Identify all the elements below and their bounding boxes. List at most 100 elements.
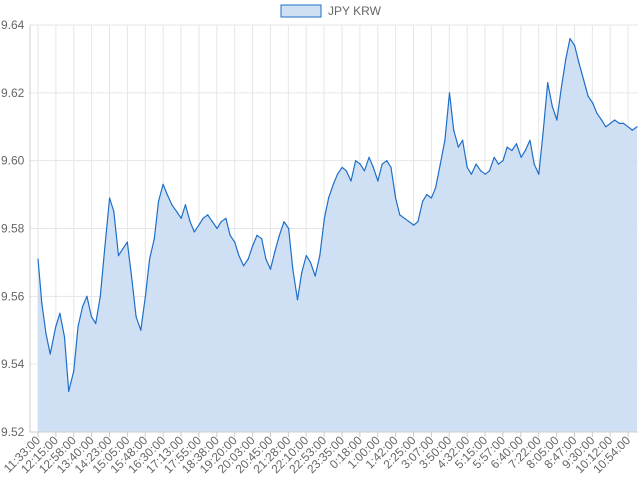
legend-label[interactable]: JPY KRW	[328, 4, 382, 18]
data-point[interactable]	[386, 160, 388, 162]
data-point[interactable]	[497, 163, 499, 165]
data-point[interactable]	[475, 163, 477, 165]
data-point[interactable]	[422, 200, 424, 202]
data-point[interactable]	[157, 200, 160, 202]
data-point[interactable]	[533, 163, 535, 165]
data-point[interactable]	[587, 95, 589, 97]
data-point[interactable]	[202, 217, 204, 219]
data-point[interactable]	[247, 258, 249, 260]
data-point[interactable]	[238, 255, 240, 257]
data-point[interactable]	[565, 58, 567, 60]
data-point[interactable]	[390, 166, 392, 168]
data-point[interactable]	[274, 251, 276, 253]
data-point[interactable]	[529, 139, 531, 141]
data-point[interactable]	[556, 119, 558, 121]
data-point[interactable]	[439, 163, 441, 165]
data-point[interactable]	[122, 248, 124, 250]
data-point[interactable]	[37, 258, 39, 260]
data-point[interactable]	[265, 258, 267, 260]
data-point[interactable]	[59, 312, 61, 314]
data-point[interactable]	[524, 149, 526, 152]
data-point[interactable]	[462, 139, 464, 141]
data-point[interactable]	[135, 316, 137, 318]
data-point[interactable]	[359, 163, 361, 165]
data-point[interactable]	[399, 214, 401, 216]
data-point[interactable]	[341, 166, 343, 168]
data-point[interactable]	[55, 326, 57, 328]
data-point[interactable]	[403, 217, 406, 219]
data-point[interactable]	[542, 132, 544, 135]
data-point[interactable]	[220, 221, 222, 223]
data-point[interactable]	[229, 234, 231, 236]
data-point[interactable]	[520, 156, 522, 158]
data-point[interactable]	[631, 129, 633, 131]
data-point[interactable]	[506, 146, 508, 148]
data-point[interactable]	[435, 187, 437, 189]
data-point[interactable]	[417, 221, 419, 223]
data-point[interactable]	[618, 122, 620, 124]
data-point[interactable]	[113, 210, 115, 213]
data-point[interactable]	[444, 139, 446, 141]
data-point[interactable]	[493, 156, 495, 158]
data-point[interactable]	[453, 129, 455, 131]
data-point[interactable]	[470, 173, 472, 175]
data-point[interactable]	[176, 210, 178, 213]
data-point[interactable]	[305, 255, 307, 257]
data-point[interactable]	[117, 255, 120, 257]
data-point[interactable]	[377, 180, 379, 182]
data-point[interactable]	[278, 234, 280, 236]
data-point[interactable]	[578, 61, 580, 63]
data-point[interactable]	[538, 173, 540, 175]
data-point[interactable]	[73, 370, 75, 372]
data-point[interactable]	[189, 221, 191, 223]
data-point[interactable]	[614, 119, 616, 121]
data-point[interactable]	[314, 275, 316, 277]
data-point[interactable]	[95, 322, 97, 325]
data-point[interactable]	[309, 261, 312, 263]
data-point[interactable]	[126, 241, 128, 243]
data-point[interactable]	[592, 102, 594, 104]
data-point[interactable]	[301, 272, 303, 274]
data-point[interactable]	[296, 299, 299, 301]
data-point[interactable]	[243, 265, 245, 267]
data-point[interactable]	[109, 197, 111, 199]
data-point[interactable]	[551, 105, 553, 107]
data-point[interactable]	[605, 126, 607, 128]
data-point[interactable]	[413, 224, 415, 226]
data-point[interactable]	[328, 197, 330, 199]
data-point[interactable]	[345, 170, 347, 172]
data-point[interactable]	[149, 258, 151, 260]
data-point[interactable]	[395, 197, 397, 199]
data-point[interactable]	[130, 275, 133, 277]
data-point[interactable]	[547, 82, 549, 84]
data-point[interactable]	[269, 268, 272, 270]
data-point[interactable]	[332, 183, 334, 185]
data-point[interactable]	[502, 160, 504, 162]
data-point[interactable]	[256, 234, 258, 236]
legend[interactable]: JPY KRW	[280, 4, 382, 18]
data-point[interactable]	[350, 180, 352, 182]
data-point[interactable]	[63, 336, 66, 338]
data-point[interactable]	[515, 143, 518, 145]
data-point[interactable]	[426, 194, 428, 196]
data-point[interactable]	[430, 197, 432, 199]
data-point[interactable]	[211, 221, 213, 223]
data-point[interactable]	[627, 126, 629, 128]
data-point[interactable]	[323, 217, 325, 219]
data-point[interactable]	[601, 119, 603, 121]
data-point[interactable]	[569, 38, 571, 40]
data-point[interactable]	[45, 333, 47, 335]
legend-swatch[interactable]	[280, 4, 322, 18]
data-point[interactable]	[622, 122, 625, 124]
data-point[interactable]	[466, 166, 468, 168]
data-point[interactable]	[408, 221, 410, 223]
data-point[interactable]	[372, 166, 374, 168]
data-point[interactable]	[184, 204, 186, 206]
data-point[interactable]	[49, 353, 51, 355]
data-point[interactable]	[90, 316, 93, 318]
data-point[interactable]	[207, 214, 209, 216]
data-point[interactable]	[609, 122, 612, 124]
data-point[interactable]	[82, 305, 84, 308]
data-point[interactable]	[234, 241, 236, 243]
data-point[interactable]	[596, 112, 598, 114]
